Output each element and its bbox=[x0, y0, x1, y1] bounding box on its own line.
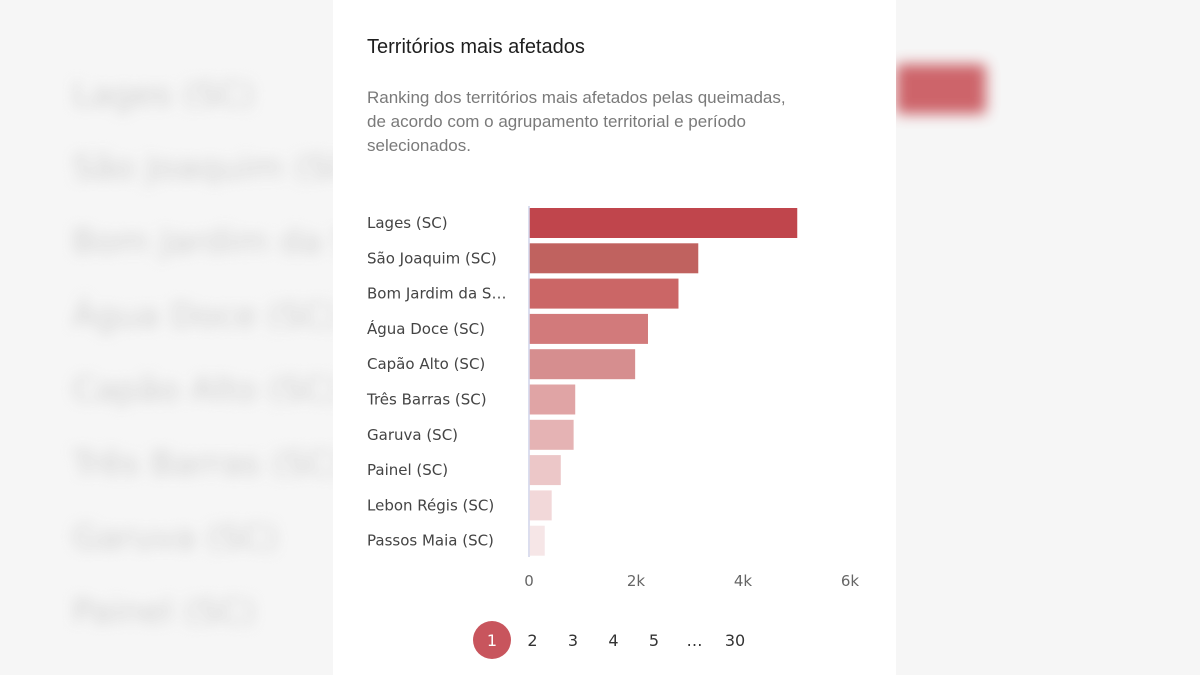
bg-label: Lages (SC) bbox=[72, 75, 255, 115]
page-button[interactable]: 4 bbox=[608, 630, 619, 650]
card-title: Territórios mais afetados bbox=[367, 36, 585, 58]
bar[interactable] bbox=[529, 243, 699, 274]
card-subtitle: Ranking dos territórios mais afetados pe… bbox=[367, 88, 786, 155]
category-label: Passos Maia (SC) bbox=[367, 532, 494, 550]
page-button[interactable]: 2 bbox=[527, 630, 538, 650]
bar[interactable] bbox=[529, 208, 798, 238]
category-label: Água Doce (SC) bbox=[367, 319, 485, 338]
bar[interactable] bbox=[529, 313, 648, 344]
bar[interactable] bbox=[529, 384, 576, 415]
pagination: 1 2 3 4 5 … 30 bbox=[473, 621, 757, 659]
category-label: Capão Alto (SC) bbox=[367, 355, 485, 373]
page-button-active[interactable]: 1 bbox=[473, 621, 511, 659]
page-button[interactable]: 3 bbox=[567, 630, 579, 650]
category-label: Bom Jardim da S… bbox=[367, 285, 506, 303]
page-button[interactable]: … bbox=[686, 630, 703, 650]
category-label: Lebon Régis (SC) bbox=[367, 496, 494, 514]
x-tick-label: 4k bbox=[734, 572, 753, 590]
chart-card: Territórios mais afetados Ranking dos te… bbox=[333, 0, 896, 675]
bar[interactable] bbox=[529, 349, 636, 380]
bg-label: Água Doce (SC) bbox=[72, 296, 340, 336]
bg-label: Bom Jardim da S bbox=[72, 222, 355, 262]
bar[interactable] bbox=[529, 455, 561, 486]
x-tick-label: 0 bbox=[524, 572, 534, 590]
bg-label: Capão Alto (SC) bbox=[72, 370, 341, 410]
category-label: Lages (SC) bbox=[367, 214, 448, 232]
bg-label: Três Barras (SC) bbox=[72, 444, 344, 484]
category-label: Três Barras (SC) bbox=[366, 391, 487, 409]
bg-label: Garuva (SC) bbox=[72, 518, 279, 558]
bar-chart: Lages (SC) São Joaquim (SC) Bom Jardim da … bbox=[366, 206, 860, 590]
bar[interactable] bbox=[529, 525, 545, 556]
page-button[interactable]: 5 bbox=[648, 630, 660, 650]
bar[interactable] bbox=[529, 490, 552, 521]
x-tick-label: 2k bbox=[627, 572, 646, 590]
bg-label: São Joaquim (SC) bbox=[72, 148, 367, 188]
bg-bar bbox=[896, 64, 986, 114]
category-label: São Joaquim (SC) bbox=[367, 249, 497, 267]
category-label: Garuva (SC) bbox=[367, 426, 458, 444]
x-tick-label: 6k bbox=[841, 572, 860, 590]
bar[interactable] bbox=[529, 419, 574, 450]
page-button[interactable]: 30 bbox=[724, 630, 746, 650]
category-label: Painel (SC) bbox=[367, 461, 448, 479]
bg-label: Painel (SC) bbox=[72, 592, 256, 632]
bar[interactable] bbox=[529, 278, 679, 309]
